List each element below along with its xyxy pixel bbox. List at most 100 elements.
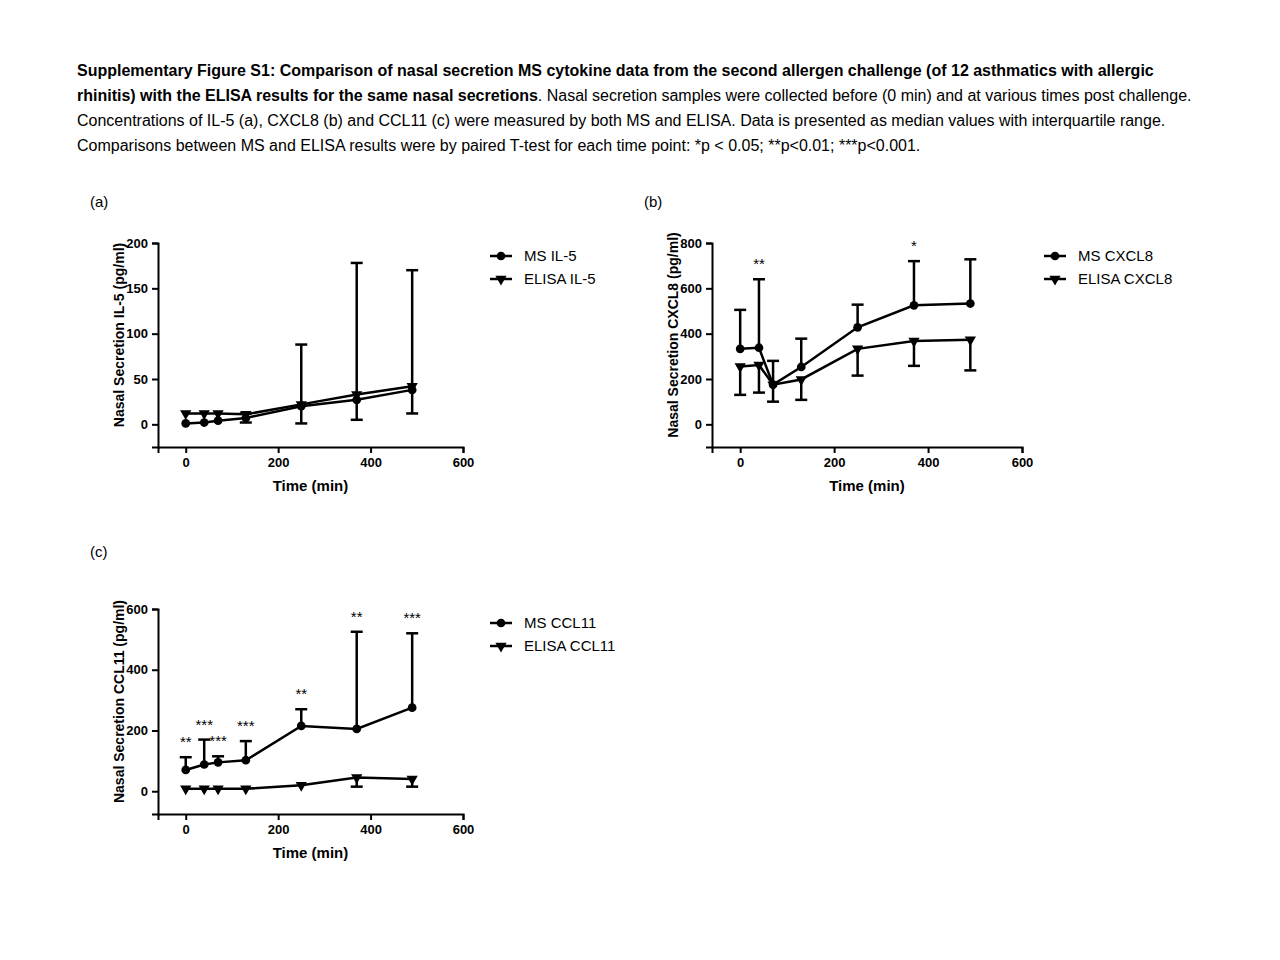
error-bar-stem	[969, 259, 972, 303]
marker	[753, 362, 764, 372]
x-axis: 0200400600	[159, 447, 475, 470]
error-bar-cap	[753, 391, 765, 394]
x-axis-line	[713, 448, 1023, 454]
error-bar-stem	[411, 633, 414, 707]
y-axis-line	[706, 244, 713, 448]
y-axis-line	[152, 244, 159, 448]
y-axis-title: Nasal Secretion IL-5 (pg/ml)	[111, 243, 127, 427]
marker	[908, 338, 919, 348]
x-tick: 200	[268, 447, 290, 470]
error-bar-cap	[852, 303, 864, 306]
y-tick-label: 200	[680, 372, 702, 387]
error-bar-cap	[180, 756, 192, 759]
error-bar	[351, 263, 363, 400]
marker	[351, 774, 362, 784]
x-tick-mark	[928, 447, 930, 453]
significance-label: **	[753, 255, 765, 272]
marker	[735, 363, 746, 373]
error-bar-cap	[406, 785, 418, 788]
panel-label: (c)	[90, 543, 108, 560]
marker	[214, 758, 223, 767]
error-bar-cap	[795, 399, 807, 402]
legend: MS CXCL8ELISA CXCL8	[1044, 247, 1172, 287]
series-line	[186, 708, 412, 770]
marker	[180, 786, 191, 796]
y-axis: 0 50 100 150 200	[126, 236, 158, 448]
y-tick: 200	[680, 372, 712, 387]
x-tick-mark	[463, 814, 465, 820]
marker	[351, 391, 362, 401]
x-tick: 400	[360, 814, 382, 837]
y-tick: 400	[680, 326, 712, 341]
panel: 02004006000200400600Time (min)Nasal Secr…	[111, 600, 474, 861]
y-axis-line	[152, 610, 159, 815]
y-tick-label: 200	[126, 236, 148, 251]
x-tick-label: 400	[360, 822, 382, 837]
y-tick-mark	[152, 379, 158, 381]
error-bar-cap	[406, 632, 418, 635]
y-tick: 100	[126, 326, 158, 341]
error-bar-cap	[406, 412, 418, 415]
error-bar-cap	[767, 360, 779, 363]
y-tick-mark	[152, 288, 158, 290]
x-tick-label: 600	[453, 455, 475, 470]
marker	[407, 776, 418, 786]
x-tick-label: 600	[453, 822, 475, 837]
x-tick: 600	[453, 814, 475, 837]
series	[734, 259, 976, 389]
y-tick-label: 50	[134, 372, 148, 387]
series-line	[186, 386, 412, 414]
legend-item: MS IL-5	[490, 247, 577, 264]
marker	[181, 419, 190, 428]
panel: 02004006000200400600800Time (min)Nasal S…	[665, 232, 1033, 494]
plot-area	[734, 259, 976, 401]
y-tick-label: 150	[126, 281, 148, 296]
legend-label: MS IL-5	[524, 247, 577, 264]
x-tick-label: 600	[1012, 455, 1034, 470]
significance-label: *	[911, 237, 917, 254]
x-tick: 400	[360, 447, 382, 470]
y-tick-label: 600	[126, 602, 148, 617]
marker	[736, 344, 745, 353]
marker	[352, 725, 361, 734]
error-bar-cap	[734, 394, 746, 397]
series	[180, 632, 418, 775]
y-tick: 0	[141, 417, 158, 432]
caption: Supplementary Figure S1: Comparison of n…	[77, 58, 1212, 158]
error-bar-cap	[351, 262, 363, 265]
marker	[797, 363, 806, 372]
y-tick: 150	[126, 281, 158, 296]
error-bar-cap	[212, 755, 224, 758]
marker	[966, 299, 975, 308]
series-line	[740, 304, 970, 385]
legend-label: MS CCL11	[524, 614, 596, 631]
y-axis-title: Nasal Secretion CXCL8 (pg/ml)	[665, 232, 681, 437]
error-bar	[964, 259, 976, 303]
error-bar-cap	[767, 400, 779, 403]
error-bar	[734, 310, 746, 349]
x-tick: 400	[918, 447, 940, 470]
y-tick-label: 400	[126, 662, 148, 677]
marker	[199, 410, 210, 420]
y-tick-mark	[706, 288, 712, 290]
y-tick: 400	[126, 662, 158, 677]
series	[180, 774, 418, 795]
error-bar-stem	[355, 263, 358, 400]
error-bar-cap	[852, 374, 864, 377]
significance-label: ***	[195, 716, 213, 733]
significance-label: ***	[209, 732, 227, 749]
y-tick-label: 0	[141, 784, 148, 799]
x-tick-mark	[370, 447, 372, 453]
legend-item: ELISA CXCL8	[1044, 270, 1172, 287]
x-axis-line	[159, 815, 464, 821]
significance-label: **	[351, 608, 363, 625]
x-tick-label: 200	[824, 455, 846, 470]
x-tick-mark	[370, 814, 372, 820]
error-bar-cap	[908, 260, 920, 263]
legend-marker	[1049, 276, 1060, 286]
y-tick-label: 200	[126, 723, 148, 738]
legend-item: ELISA CCL11	[490, 637, 615, 654]
legend-marker	[1051, 252, 1060, 261]
error-bar	[406, 270, 418, 390]
page: Supplementary Figure S1: Comparison of n…	[0, 0, 1280, 960]
